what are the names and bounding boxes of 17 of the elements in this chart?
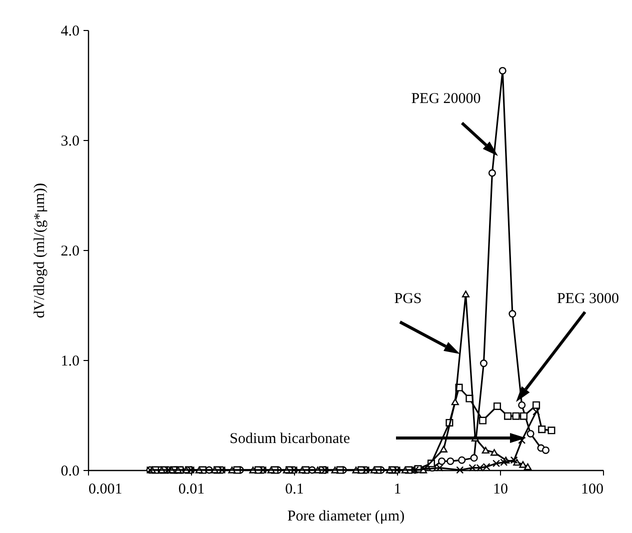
- annotation: PEG 3000: [556, 291, 620, 307]
- y-tick-label: 0.0: [60, 464, 80, 480]
- x-tick-label: 0.01: [178, 482, 205, 498]
- y-tick-label: 2.0: [60, 244, 80, 260]
- annotation: Sodium bicarbonate: [230, 431, 350, 447]
- y-axis-title: dV/dlogd (ml/(g*μm)): [32, 182, 48, 318]
- annotation: PGS: [394, 291, 422, 307]
- x-tick-label: 0.001: [88, 482, 122, 498]
- x-tick-label: 10: [493, 482, 508, 498]
- x-tick-label: 1: [394, 482, 402, 498]
- y-tick-label: 3.0: [60, 134, 80, 150]
- x-tick-label: 0.1: [285, 482, 304, 498]
- x-tick-label: 100: [581, 482, 604, 498]
- y-tick-label: 1.0: [60, 354, 80, 370]
- x-axis-title: Pore diameter (μm): [287, 508, 405, 524]
- annotation: PEG 20000: [411, 91, 481, 107]
- y-tick-label: 4.0: [60, 24, 80, 40]
